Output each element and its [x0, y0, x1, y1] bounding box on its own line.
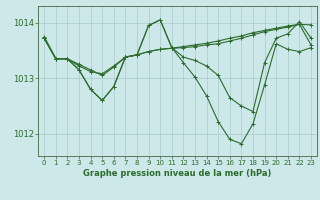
X-axis label: Graphe pression niveau de la mer (hPa): Graphe pression niveau de la mer (hPa): [84, 169, 272, 178]
